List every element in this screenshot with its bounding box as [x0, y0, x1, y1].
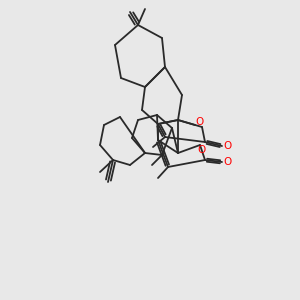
Text: O: O — [223, 157, 231, 167]
Text: O: O — [198, 145, 206, 155]
Text: O: O — [223, 141, 231, 151]
Text: O: O — [195, 117, 203, 127]
